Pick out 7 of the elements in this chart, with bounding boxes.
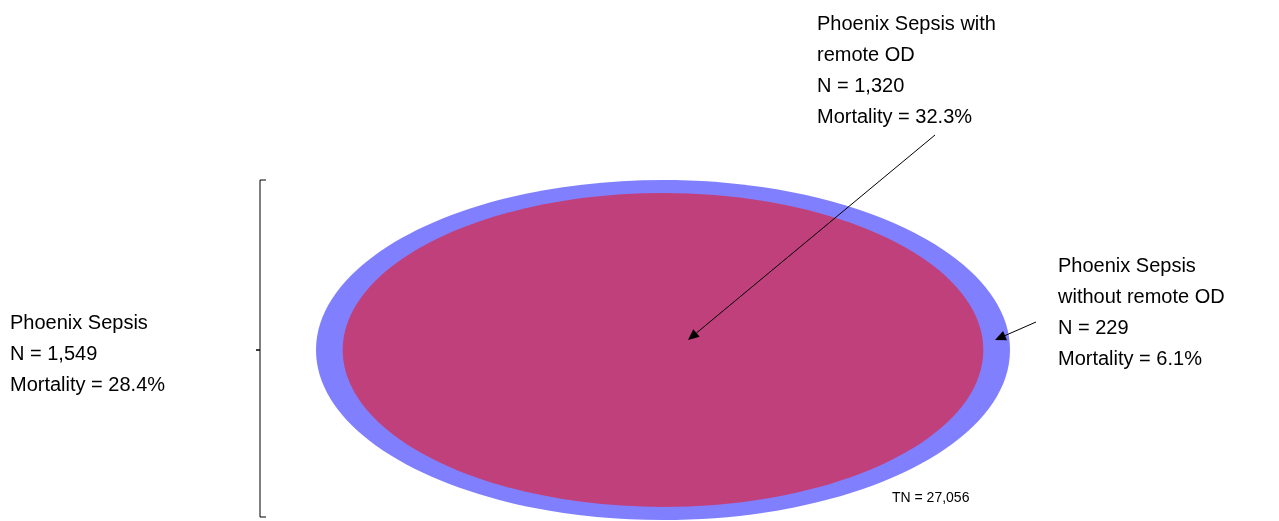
category-label: Phoenix Sepsis without remote OD	[1057, 253, 1225, 307]
category-label: Phoenix Sepsis	[10, 310, 148, 333]
data-label: N = 1,549 Mortality = 28.4%	[10, 341, 166, 395]
data-label: N = 1,320 Mortality = 32.3%	[817, 73, 973, 127]
category-label: Phoenix Sepsis with remote OD	[817, 11, 1002, 65]
text: TN = 27,056	[892, 489, 970, 505]
data-label: N = 229 Mortality = 6.1%	[1058, 315, 1203, 369]
